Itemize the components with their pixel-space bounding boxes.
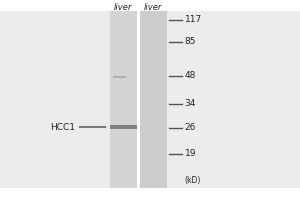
- Text: 48: 48: [184, 72, 196, 80]
- Bar: [110, 125, 136, 129]
- Text: liver: liver: [114, 2, 132, 11]
- Text: 26: 26: [184, 123, 196, 132]
- Bar: [140, 11, 166, 188]
- Text: 19: 19: [184, 150, 196, 158]
- Text: liver: liver: [144, 2, 162, 11]
- Bar: [136, 11, 140, 188]
- Bar: [112, 76, 126, 78]
- Bar: [0, 11, 300, 188]
- Text: HCC1: HCC1: [50, 122, 75, 132]
- Text: 117: 117: [184, 16, 202, 24]
- Bar: [110, 11, 136, 188]
- Text: 34: 34: [184, 99, 196, 108]
- Text: (kD): (kD): [184, 176, 201, 184]
- Text: 85: 85: [184, 38, 196, 46]
